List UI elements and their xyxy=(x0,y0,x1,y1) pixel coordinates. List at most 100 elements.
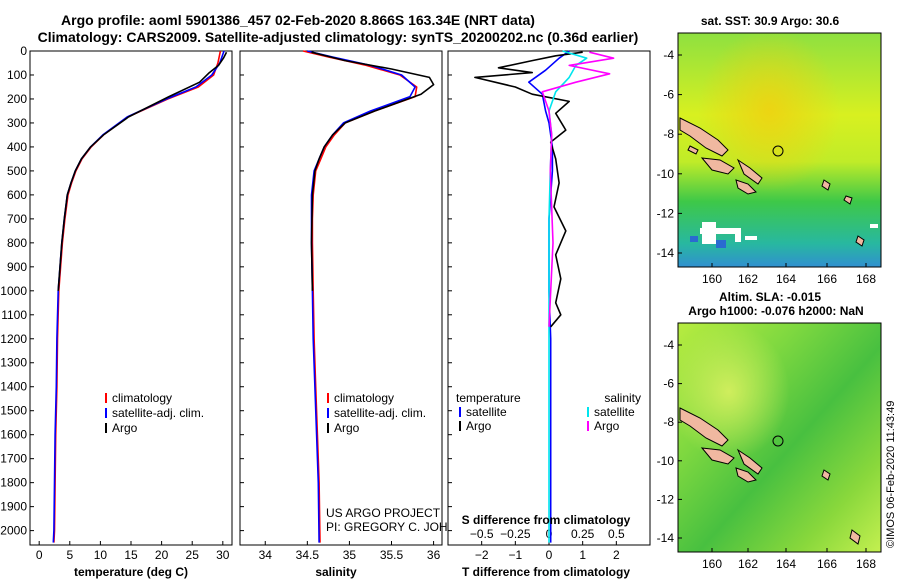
map-y-tick-label: -4 xyxy=(663,338,674,352)
x-tick-label: 5 xyxy=(66,548,73,562)
x-tick-label: 36 xyxy=(427,548,441,562)
depth-tick-label: 600 xyxy=(7,188,27,202)
map-x-tick-label: 162 xyxy=(738,557,758,571)
map-y-tick-label: -8 xyxy=(663,415,674,429)
x-tick-label: 10 xyxy=(94,548,108,562)
map-x-tick-label: 160 xyxy=(702,272,722,286)
top-tick-label: 0.5 xyxy=(608,527,625,541)
x-tick-label: −1 xyxy=(508,548,522,562)
x-tick-label: 1 xyxy=(579,548,586,562)
legend-label: climatology xyxy=(334,391,394,405)
depth-tick-label: 700 xyxy=(7,212,27,226)
sst-map-panel: sat. SST: 30.9 Argo: 30.6 -4 -6 -8 -10 -12 -1… xyxy=(657,14,882,286)
figure-title-line2: Climatology: CARS2009. Satellite-adjuste… xyxy=(38,29,639,45)
legend-label: climatology xyxy=(112,391,172,405)
legend-label: Argo xyxy=(594,419,620,433)
profile-line-argo xyxy=(57,51,228,291)
map-y-tick-label: -6 xyxy=(663,377,674,391)
credit-line1: US ARGO PROJECT xyxy=(326,506,441,520)
map-y-tick-label: -10 xyxy=(657,454,675,468)
sst-map-title: sat. SST: 30.9 Argo: 30.6 xyxy=(701,14,840,28)
map-y-tick-label: -14 xyxy=(657,246,675,260)
legend-label: satellite-adj. clim. xyxy=(112,406,204,420)
s-difference-top-label: S difference from climatology xyxy=(462,513,631,527)
profile-line-argo xyxy=(310,51,435,291)
legend-label: Argo xyxy=(334,421,360,435)
x-tick-label: 34 xyxy=(259,548,273,562)
depth-tick-label: 300 xyxy=(7,116,27,130)
sla-map-panel: Altim. SLA: -0.015 Argo h1000: -0.076 h2… xyxy=(657,290,882,571)
temperature-plot-frame xyxy=(29,50,233,546)
depth-tick-label: 800 xyxy=(7,236,27,250)
map-x-tick-label: 164 xyxy=(776,272,796,286)
depth-tick-label: 100 xyxy=(7,68,27,82)
salinity-x-label: salinity xyxy=(315,565,357,579)
depth-tick-label: 1400 xyxy=(0,380,27,394)
credit-line2: PI: GREGORY C. JOHNSON xyxy=(326,520,482,534)
salinity-plot-frame xyxy=(239,50,443,546)
t-difference-x-label: T difference from climatology xyxy=(462,565,630,579)
map-y-tick-label: -10 xyxy=(657,167,675,181)
x-tick-label: 15 xyxy=(124,548,138,562)
depth-tick-label: 1000 xyxy=(0,284,27,298)
profile-line-t-argo xyxy=(474,51,583,328)
map-x-tick-label: 166 xyxy=(817,272,837,286)
sst-land-islands xyxy=(679,117,865,247)
sla-map-title: Altim. SLA: -0.015 xyxy=(719,290,821,304)
map-x-tick-label: 168 xyxy=(856,557,876,571)
map-x-tick-label: 164 xyxy=(776,557,796,571)
sst-cloud-gaps xyxy=(690,222,878,248)
sla-argo-position-marker xyxy=(772,435,784,447)
profile-line-s-argo xyxy=(541,51,615,327)
x-tick-label: 30 xyxy=(216,548,230,562)
sla-map-frame xyxy=(677,322,882,553)
top-tick-label: −0.5 xyxy=(470,527,494,541)
salinity-panel: 34 34.5 35 35.5 36 salinity climatologysatel… xyxy=(239,50,482,579)
top-tick-label: −0.25 xyxy=(500,527,531,541)
map-y-tick-label: -6 xyxy=(663,88,674,102)
depth-tick-label: 1500 xyxy=(0,404,27,418)
x-tick-label: 2 xyxy=(613,548,620,562)
map-y-tick-label: -4 xyxy=(663,48,674,62)
depth-tick-label: 500 xyxy=(7,164,27,178)
map-y-tick-label: -8 xyxy=(663,127,674,141)
depth-tick-label: 1700 xyxy=(0,452,27,466)
map-x-tick-label: 166 xyxy=(817,557,837,571)
legend-label: satellite xyxy=(594,405,635,419)
legend-header-temperature: temperature xyxy=(456,391,521,405)
depth-tick-label: 400 xyxy=(7,140,27,154)
depth-tick-label: 1200 xyxy=(0,332,27,346)
depth-tick-label: 1900 xyxy=(0,500,27,514)
sla-land-islands xyxy=(679,407,861,545)
x-tick-label: 20 xyxy=(155,548,169,562)
figure-title-line1: Argo profile: aoml 5901386_457 02-Feb-20… xyxy=(61,12,535,28)
map-y-tick-label: -14 xyxy=(657,531,675,545)
temperature-panel: 0100200300400500600700800900100011001200… xyxy=(0,44,233,579)
depth-tick-label: 0 xyxy=(20,44,27,58)
depth-tick-label: 2000 xyxy=(0,524,27,538)
x-tick-label: 35 xyxy=(343,548,357,562)
x-tick-label: 0 xyxy=(546,548,553,562)
depth-tick-label: 200 xyxy=(7,92,27,106)
sst-argo-position-marker xyxy=(772,145,784,157)
depth-tick-label: 1600 xyxy=(0,428,27,442)
map-y-tick-label: -12 xyxy=(657,206,675,220)
map-x-tick-label: 168 xyxy=(856,272,876,286)
x-tick-label: 35.5 xyxy=(380,548,404,562)
sst-map-frame xyxy=(677,32,882,268)
depth-tick-label: 1800 xyxy=(0,476,27,490)
imos-timestamp: ©IMOS 06-Feb-2020 11:43:49 xyxy=(885,401,897,548)
sla-map-subtitle: Argo h1000: -0.076 h2000: NaN xyxy=(688,304,863,318)
top-tick-label: 0.25 xyxy=(571,527,595,541)
x-tick-label: 34.5 xyxy=(296,548,320,562)
legend-label: Argo xyxy=(112,421,138,435)
x-tick-label: 25 xyxy=(186,548,200,562)
temperature-x-label: temperature (deg C) xyxy=(74,565,188,579)
legend-header-salinity: salinity xyxy=(604,391,641,405)
x-tick-label: −2 xyxy=(475,548,489,562)
difference-panel: −2 −1 0 1 2 −0.5 −0.25 0 0.25 0.5 T difference f… xyxy=(447,50,651,579)
map-x-tick-label: 162 xyxy=(738,272,758,286)
depth-tick-label: 1300 xyxy=(0,356,27,370)
legend-label: Argo xyxy=(466,419,492,433)
